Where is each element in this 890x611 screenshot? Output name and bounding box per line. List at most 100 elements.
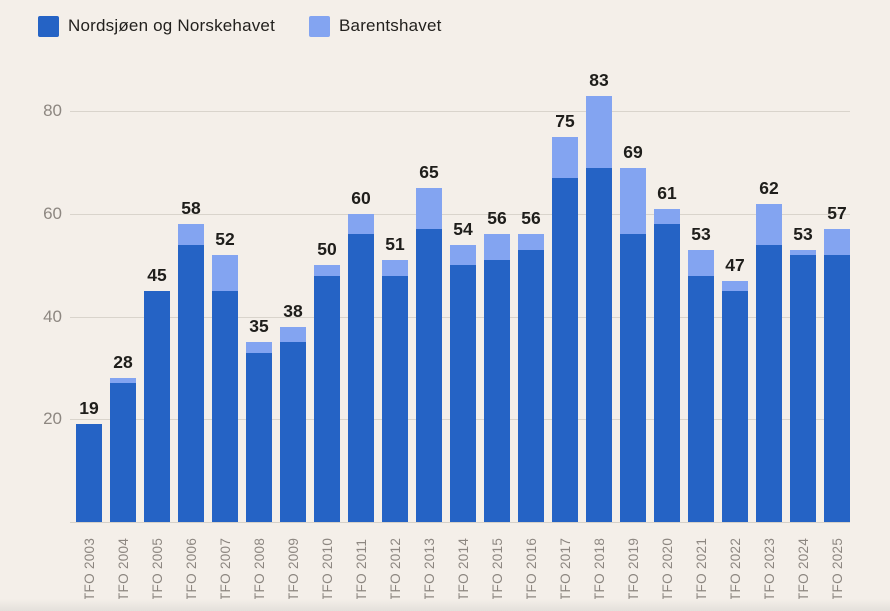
bar-segment-nordsjoen — [144, 290, 170, 522]
bar-segment-nordsjoen — [450, 265, 476, 522]
bar-segment-barentshavet — [348, 213, 374, 235]
bar-value-label: 19 — [79, 398, 99, 419]
x-tick-label: TFO 2011 — [353, 538, 369, 601]
x-tick-label: TFO 2014 — [455, 537, 471, 601]
x-tick-label: TFO 2005 — [149, 537, 165, 601]
x-tick-label: TFO 2024 — [795, 537, 811, 601]
bar-value-label: 58 — [181, 198, 201, 219]
bar-segment-nordsjoen — [756, 244, 782, 522]
bar-value-label: 54 — [453, 218, 473, 239]
bar-segment-barentshavet — [552, 136, 578, 178]
x-tick-label: TFO 2007 — [217, 537, 233, 601]
bar-segment-nordsjoen — [280, 342, 306, 522]
x-tick-label: TFO 2004 — [115, 537, 131, 601]
grid-line-60 — [70, 213, 850, 215]
bar-segment-barentshavet — [756, 203, 782, 245]
bar-segment-nordsjoen — [382, 275, 408, 522]
bar-segment-barentshavet — [246, 342, 272, 353]
bar-segment-barentshavet — [518, 234, 544, 250]
bar-segment-nordsjoen — [348, 234, 374, 522]
x-tick-label: TFO 2021 — [693, 537, 709, 601]
x-tick-label: TFO 2020 — [659, 537, 675, 601]
bar-value-label: 56 — [521, 208, 541, 229]
bar-value-label: 50 — [317, 239, 337, 260]
y-tick-label-60: 60 — [43, 203, 62, 223]
x-tick-label: TFO 2008 — [251, 537, 267, 601]
bar-segment-nordsjoen — [824, 254, 850, 522]
bar-segment-nordsjoen — [314, 275, 340, 522]
bar-segment-nordsjoen — [518, 249, 544, 522]
bar-value-label: 53 — [793, 223, 813, 244]
x-tick-label: TFO 2016 — [523, 537, 539, 601]
bar-segment-nordsjoen — [552, 177, 578, 522]
bar-value-label: 53 — [691, 223, 711, 244]
legend-item-nordsjoen: Nordsjøen og Norskehavet — [38, 14, 275, 38]
x-tick-label: TFO 2019 — [625, 537, 641, 601]
bar-value-label: 45 — [147, 264, 167, 285]
bar-segment-barentshavet — [654, 208, 680, 225]
bar-segment-nordsjoen — [212, 290, 238, 522]
bar-segment-barentshavet — [178, 224, 204, 245]
x-axis-line — [70, 522, 850, 523]
x-tick-label: TFO 2013 — [421, 537, 437, 601]
x-tick-label: TFO 2025 — [829, 537, 845, 601]
bar-segment-nordsjoen — [76, 424, 102, 522]
bar-segment-barentshavet — [620, 167, 646, 235]
x-tick-label: TFO 2018 — [591, 537, 607, 601]
bar-segment-barentshavet — [382, 260, 408, 276]
bar-value-label: 75 — [555, 110, 575, 131]
bar-segment-nordsjoen — [654, 224, 680, 522]
bar-segment-barentshavet — [314, 265, 340, 276]
bar-value-label: 51 — [385, 234, 405, 255]
grid-line-80 — [70, 111, 850, 113]
bar-segment-nordsjoen — [688, 275, 714, 522]
bar-value-label: 52 — [215, 228, 235, 249]
bar-segment-barentshavet — [212, 254, 238, 291]
bar-segment-barentshavet — [484, 234, 510, 261]
bar-value-label: 61 — [657, 182, 677, 203]
bar-value-label: 62 — [759, 177, 779, 198]
x-tick-label: TFO 2023 — [761, 537, 777, 601]
bar-value-label: 69 — [623, 141, 643, 162]
y-tick-label-20: 20 — [43, 409, 62, 429]
bar-segment-barentshavet — [688, 249, 714, 276]
x-tick-label: TFO 2006 — [183, 537, 199, 601]
legend-item-barentshavet: Barentshavet — [309, 14, 442, 38]
x-tick-label: TFO 2017 — [557, 537, 573, 601]
bar-value-label: 56 — [487, 208, 507, 229]
legend-swatch-barentshavet — [309, 15, 330, 37]
bar-segment-nordsjoen — [416, 229, 442, 522]
x-tick-label: TFO 2012 — [387, 537, 403, 601]
bar-segment-barentshavet — [280, 326, 306, 343]
legend-label-nordsjoen: Nordsjøen og Norskehavet — [68, 16, 276, 35]
bottom-edge-fade — [0, 599, 890, 611]
bar-segment-nordsjoen — [484, 260, 510, 522]
bar-value-label: 28 — [113, 352, 133, 373]
bar-segment-barentshavet — [110, 378, 136, 384]
bar-segment-nordsjoen — [110, 383, 136, 522]
bar-segment-barentshavet — [790, 249, 816, 255]
bar-value-label: 35 — [249, 316, 269, 337]
x-tick-label: TFO 2010 — [319, 537, 335, 601]
bar-segment-nordsjoen — [246, 352, 272, 522]
bar-segment-barentshavet — [416, 188, 442, 230]
y-tick-label-80: 80 — [43, 101, 62, 121]
bar-segment-barentshavet — [450, 244, 476, 266]
x-tick-label: TFO 2003 — [81, 537, 97, 601]
bar-segment-nordsjoen — [790, 254, 816, 522]
bar-segment-barentshavet — [824, 229, 850, 255]
bar-value-label: 57 — [827, 203, 847, 224]
bar-segment-nordsjoen — [586, 167, 612, 522]
bar-segment-nordsjoen — [178, 244, 204, 522]
bar-segment-nordsjoen — [620, 234, 646, 522]
x-tick-label: TFO 2015 — [489, 537, 505, 601]
bar-segment-nordsjoen — [722, 290, 748, 522]
bar-value-label: 65 — [419, 162, 439, 183]
x-tick-label: TFO 2022 — [727, 537, 743, 601]
bar-segment-barentshavet — [722, 280, 748, 291]
bar-segment-barentshavet — [586, 95, 612, 168]
legend-swatch-nordsjoen — [38, 15, 59, 37]
bar-value-label: 83 — [589, 69, 609, 90]
